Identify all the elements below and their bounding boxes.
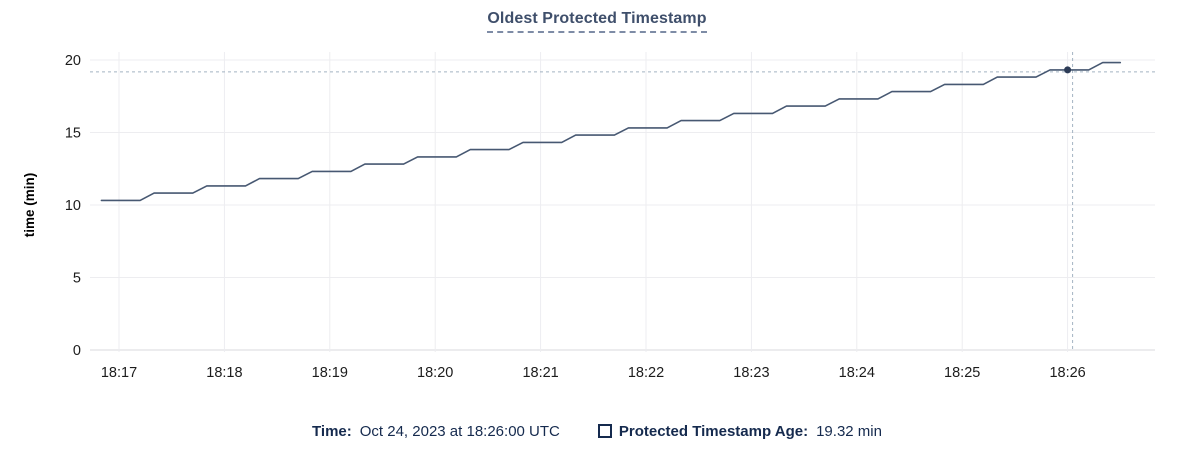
timeseries-chart[interactable]: 0 5 10 15 20 18:17 18:18 18:19 18:20 18:21 18:22 18… xyxy=(0,0,1194,410)
chart-footer: Time: Oct 24, 2023 at 18:26:00 UTC Protect… xyxy=(0,423,1194,440)
y-tick-label: 20 xyxy=(65,53,81,69)
x-tick-label: 18:17 xyxy=(101,365,137,381)
x-tick-label: 18:23 xyxy=(733,365,769,381)
chart-title[interactable]: Oldest Protected Timestamp xyxy=(487,10,707,33)
crosshair xyxy=(90,52,1155,350)
protected-timestamp-age-line xyxy=(100,61,1122,202)
x-tick-label: 18:22 xyxy=(628,365,664,381)
legend-label: Protected Timestamp Age: xyxy=(618,423,809,440)
x-tick-label: 18:18 xyxy=(206,365,242,381)
legend-checkbox-icon[interactable] xyxy=(597,424,612,438)
y-tick-label: 10 xyxy=(65,198,81,214)
legend-item-protected-timestamp-age[interactable]: Protected Timestamp Age: 19.32 min xyxy=(597,423,882,440)
x-tick-label: 18:24 xyxy=(839,365,875,381)
x-tick-label: 18:25 xyxy=(944,365,980,381)
legend-value: 19.32 min xyxy=(816,423,882,440)
hovered-data-point xyxy=(1064,66,1072,74)
y-tick-label: 0 xyxy=(73,343,81,359)
gridlines xyxy=(90,52,1155,352)
x-tick-label: 18:26 xyxy=(1049,365,1085,381)
y-axis-title: time (min) xyxy=(22,173,37,238)
chart-title-row: Oldest Protected Timestamp xyxy=(0,10,1194,33)
axis-labels: 0 5 10 15 20 18:17 18:18 18:19 18:20 18:21 18:22 18… xyxy=(65,53,1086,381)
x-tick-label: 18:21 xyxy=(522,365,558,381)
y-tick-label: 15 xyxy=(65,126,81,142)
x-tick-label: 18:19 xyxy=(312,365,348,381)
time-value: Oct 24, 2023 at 18:26:00 UTC xyxy=(359,423,560,440)
time-label: Time: xyxy=(312,423,352,440)
x-tick-label: 18:20 xyxy=(417,365,453,381)
y-tick-label: 5 xyxy=(73,271,81,287)
